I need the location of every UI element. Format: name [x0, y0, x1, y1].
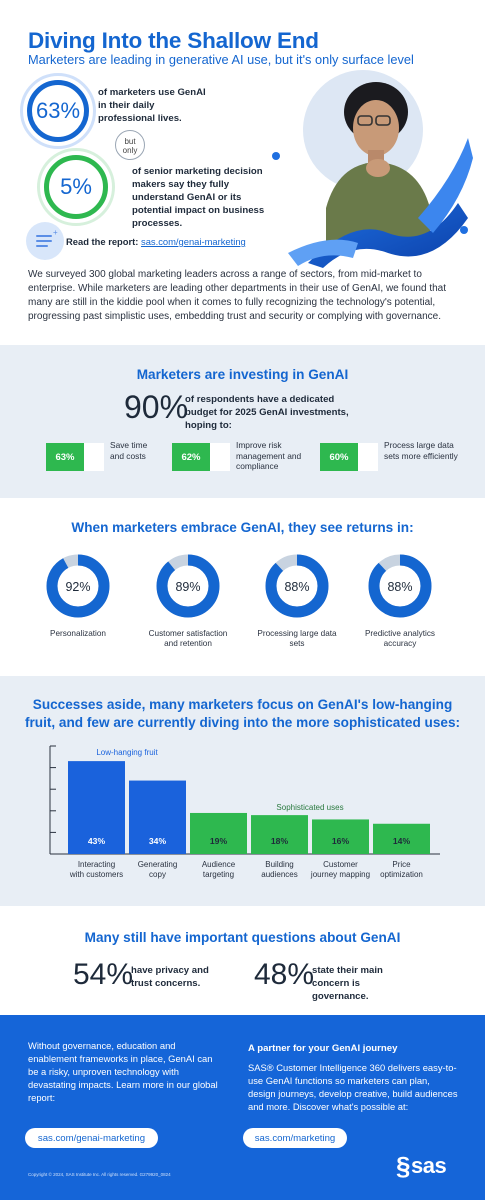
footer-left-link[interactable]: sas.com/genai-marketing	[25, 1128, 158, 1148]
investing-big-text: of respondents have a dedicated budget f…	[185, 394, 349, 431]
investing-item-bar	[210, 443, 230, 471]
bar	[129, 780, 186, 854]
page-title: Diving Into the Shallow End	[28, 28, 319, 53]
question-1-text: have privacy and trust concerns.	[131, 965, 209, 989]
donut-value-label: 92%	[65, 580, 90, 594]
category-label: Building audiences	[261, 860, 297, 879]
donut-label: Predictive analytics accuracy	[364, 629, 436, 648]
stat-63-circle: 63%	[27, 80, 89, 142]
bar	[190, 812, 247, 854]
investing-item-label: Improve risk management and compliance	[236, 440, 302, 471]
hero-section: Diving Into the Shallow End Marketers ar…	[0, 0, 485, 345]
report-line: Read the report: sas.com/genai-marketing	[66, 236, 246, 247]
questions-section: Many still have important questions abou…	[0, 906, 485, 1015]
investing-item-bar	[358, 443, 378, 471]
investing-item-value: 63%	[46, 443, 84, 471]
report-link[interactable]: sas.com/genai-marketing	[141, 236, 246, 247]
sas-logo: §sas	[396, 1151, 447, 1181]
investing-section: Marketers are investing in GenAI 90% of …	[0, 345, 485, 498]
report-label: Read the report:	[66, 236, 139, 247]
but-only-bubble: but only	[115, 130, 145, 160]
investing-big-value: 90%	[124, 389, 189, 425]
donut-value-label: 88%	[387, 580, 412, 594]
logo-s-icon: §	[396, 1151, 410, 1181]
category-label: Generating copy	[138, 860, 178, 879]
group-label: Low-hanging fruit	[96, 748, 158, 757]
category-label: Price optimization	[380, 860, 423, 879]
stat-63-text: of marketers use GenAI in their daily pr…	[98, 87, 206, 124]
category-label: Audience targeting	[202, 860, 236, 879]
stat-5-circle: 5%	[44, 155, 108, 219]
person-photo	[272, 70, 473, 268]
donut-label: Customer satisfaction and retention	[148, 629, 228, 648]
footer-right-heading: A partner for your GenAI journey	[248, 1043, 398, 1054]
donut-value-label: 88%	[284, 580, 309, 594]
question-2-text: state their main concern is governance.	[312, 965, 383, 1002]
donut-value-label: 89%	[175, 580, 200, 594]
returns-section: When marketers embrace GenAI, they see r…	[0, 498, 485, 676]
investing-item-value: 60%	[320, 443, 358, 471]
bar-value-label: 19%	[210, 836, 228, 846]
donut-value-arc	[368, 554, 432, 618]
donut-chart: 88%	[368, 554, 432, 618]
bar	[373, 823, 430, 854]
ring-decoration	[20, 73, 96, 149]
donut-value-arc	[265, 554, 329, 618]
donut-value-arc	[156, 554, 220, 618]
bar	[312, 819, 369, 854]
donut-label: Personalization	[50, 629, 106, 638]
bar-value-label: 18%	[271, 836, 289, 846]
intro-paragraph: We surveyed 300 global marketing leaders…	[28, 269, 446, 322]
uses-chart-section: Successes aside, many marketers focus on…	[0, 676, 485, 906]
ring-decoration	[37, 148, 115, 226]
investing-heading: Marketers are investing in GenAI	[136, 367, 349, 382]
document-icon: +	[26, 222, 64, 260]
question-1-value: 54%	[73, 958, 134, 991]
donut-chart: 88%	[265, 554, 329, 618]
donut-chart: 89%	[156, 554, 220, 618]
group-label: Sophisticated uses	[276, 803, 343, 812]
question-2-value: 48%	[254, 958, 315, 991]
investing-item-value: 62%	[172, 443, 210, 471]
chart-title: Successes aside, many marketers focus on…	[24, 697, 461, 730]
bar-value-label: 14%	[393, 836, 411, 846]
investing-item-label: Save time and costs	[110, 440, 148, 461]
questions-heading: Many still have important questions abou…	[84, 930, 401, 945]
copyright: Copyright © 2024, SAS Institute Inc. All…	[28, 1172, 171, 1177]
returns-heading: When marketers embrace GenAI, they see r…	[71, 520, 414, 535]
investing-item-label: Process large data sets more efficiently	[384, 440, 458, 461]
logo-text: sas	[410, 1153, 447, 1178]
category-label: Customer journey mapping	[310, 860, 370, 879]
footer-right-link[interactable]: sas.com/marketing	[243, 1128, 347, 1148]
bar-chart: 43% Interacting with customers 34% Generatin…	[49, 745, 440, 879]
bar	[68, 761, 125, 854]
donut-label: Processing large data sets	[257, 629, 337, 648]
investing-item-bar	[84, 443, 104, 471]
footer-right-text: SAS® Customer Intelligence 360 delivers …	[248, 1062, 458, 1112]
donut-value-arc	[46, 554, 110, 618]
bar-value-label: 34%	[149, 836, 167, 846]
stat-5-text: of senior marketing decision makers say …	[132, 166, 265, 229]
bar	[251, 815, 308, 854]
donut-chart: 92%	[46, 554, 110, 618]
category-label: Interacting with customers	[69, 860, 123, 879]
footer-left-text: Without governance, education and enable…	[28, 1040, 218, 1103]
bar-value-label: 43%	[88, 836, 106, 846]
page-subtitle: Marketers are leading in generative AI u…	[28, 52, 414, 67]
bar-value-label: 16%	[332, 836, 350, 846]
footer-section: Without governance, education and enable…	[0, 1015, 485, 1200]
